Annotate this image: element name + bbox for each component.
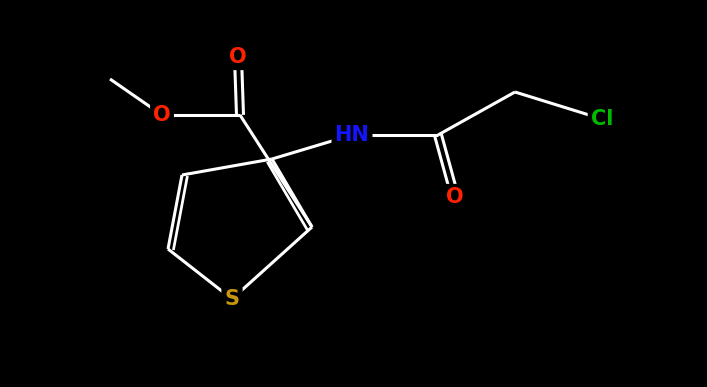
Text: S: S [225,289,240,309]
Text: Cl: Cl [591,109,613,129]
Text: HN: HN [334,125,369,145]
Text: O: O [446,187,464,207]
Text: O: O [229,47,247,67]
Text: O: O [153,105,171,125]
